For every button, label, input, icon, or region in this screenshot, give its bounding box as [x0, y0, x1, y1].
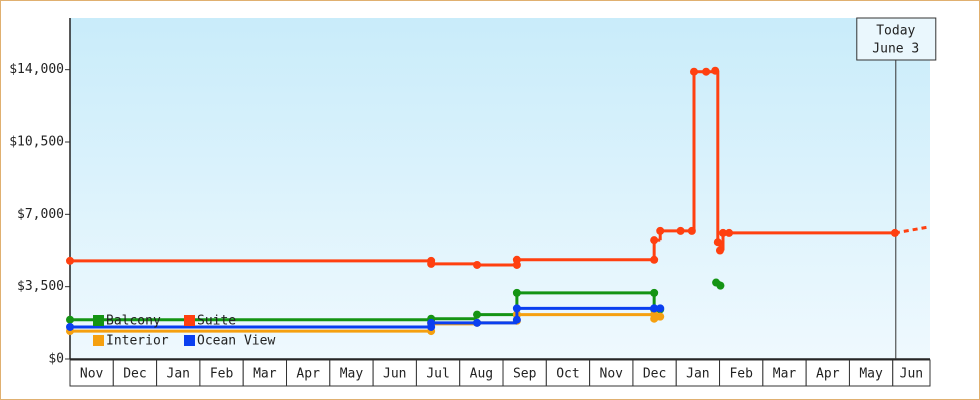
point [473, 260, 482, 269]
point [656, 304, 665, 313]
x-tick-label: Mar [773, 367, 797, 382]
point [512, 255, 521, 264]
point [650, 236, 659, 245]
x-tick-label: Dec [123, 367, 146, 382]
x-tick-label: Jul [426, 367, 449, 382]
y-tick-label: $7,000 [17, 207, 64, 222]
month-cell [892, 359, 931, 387]
point [66, 315, 74, 324]
today-label: June 3 [872, 42, 919, 57]
point [66, 322, 74, 331]
x-tick-label: Dec [643, 367, 666, 382]
month-cell [372, 359, 417, 387]
x-tick-label: Mar [253, 367, 277, 382]
y-tick-label: $14,000 [9, 62, 64, 77]
point [650, 304, 659, 313]
month-cell [545, 359, 591, 387]
legend-label: Interior [106, 334, 169, 349]
point [725, 228, 734, 237]
point [650, 255, 659, 264]
point [702, 67, 711, 76]
x-tick-label: Apr [816, 367, 840, 382]
x-tick-label: Sep [513, 367, 537, 382]
y-tick-label: $10,500 [9, 135, 64, 150]
legend-swatch [93, 335, 104, 346]
x-tick-label: Nov [600, 367, 624, 382]
point [713, 238, 722, 247]
point [890, 228, 899, 237]
x-tick-label: Apr [296, 367, 320, 382]
projection [894, 225, 931, 235]
x-tick-label: Feb [210, 367, 234, 382]
month-cell [459, 359, 504, 387]
point [473, 318, 482, 327]
point [656, 312, 665, 321]
point [512, 304, 521, 313]
month-cell [805, 359, 850, 387]
point [650, 288, 659, 297]
x-tick-label: May [340, 367, 364, 382]
month-cell [199, 359, 244, 387]
plot-area [70, 18, 930, 359]
point [676, 226, 685, 235]
point [656, 226, 665, 235]
today-box [856, 17, 937, 61]
point [716, 281, 725, 290]
x-tick-label: May [859, 367, 883, 382]
legend-swatch [93, 315, 104, 326]
x-tick-label: Nov [80, 367, 104, 382]
x-tick-label: Jun [900, 367, 923, 382]
point [650, 314, 659, 323]
x-tick-label: Jan [686, 367, 709, 382]
month-cell [112, 359, 158, 387]
point [427, 318, 436, 327]
month-cell [286, 359, 331, 387]
legend-swatch [184, 315, 195, 326]
point [473, 310, 482, 319]
legend-swatch [184, 335, 195, 346]
x-tick-label: Feb [729, 367, 753, 382]
legend-label: Suite [197, 314, 236, 329]
month-cell [762, 359, 807, 387]
month-cell [848, 359, 894, 387]
point [719, 228, 728, 237]
x-tick-label: Oct [556, 367, 579, 382]
month-cell [675, 359, 721, 387]
point [512, 315, 521, 324]
month-cell [632, 359, 677, 387]
legend-label: Ocean View [197, 334, 275, 349]
legend-label: Balcony [106, 314, 161, 329]
point [687, 226, 696, 235]
point [66, 256, 74, 265]
today-label: Today [876, 24, 915, 39]
y-tick-label: $0 [48, 352, 64, 367]
point [711, 66, 720, 75]
point [689, 67, 698, 76]
x-tick-label: Jan [167, 367, 190, 382]
point [427, 259, 436, 268]
point [512, 288, 521, 297]
x-tick-label: Aug [470, 367, 493, 382]
x-tick-label: Jun [383, 367, 406, 382]
y-tick-label: $3,500 [17, 279, 64, 294]
point [715, 246, 724, 255]
